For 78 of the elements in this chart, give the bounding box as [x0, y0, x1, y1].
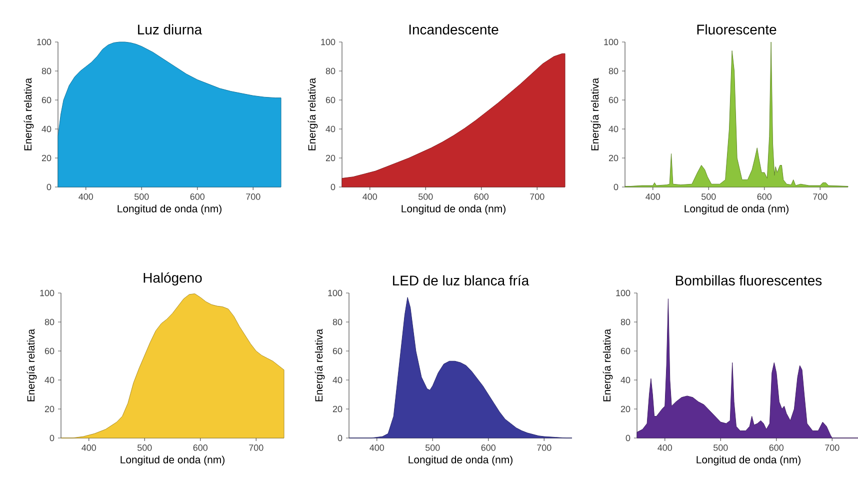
y-tick-label: 100: [40, 290, 54, 296]
x-tick-label: 700: [537, 444, 552, 451]
y-tick-label: 40: [332, 376, 342, 384]
x-tick-label: 700: [813, 194, 828, 200]
y-tick-label: 20: [326, 154, 336, 162]
y-axis-title: Energía relativa: [26, 328, 37, 402]
y-tick-label: 60: [42, 96, 52, 104]
x-tick-label: 400: [78, 194, 94, 200]
y-tick-label: 0: [330, 184, 336, 190]
chart-title: Halógeno: [144, 272, 202, 286]
x-tick-label: 700: [249, 444, 264, 451]
x-tick-label: 600: [190, 194, 205, 200]
y-axis-title: Energía relativa: [590, 78, 601, 150]
x-tick-label: 700: [530, 194, 544, 200]
x-tick-label: 500: [418, 194, 433, 200]
chart-title: LED de luz blanca fría: [393, 275, 530, 286]
y-tick-label: 100: [616, 290, 630, 296]
y-tick-label: 100: [37, 38, 52, 46]
y-tick-label: 80: [326, 68, 336, 74]
chart-title: Luz diurna: [138, 24, 202, 34]
x-tick-label: 600: [481, 444, 496, 451]
y-tick-label: 0: [50, 434, 54, 442]
x-axis-title: Longitud de onda (nm): [402, 204, 506, 214]
y-tick-label: 60: [332, 348, 342, 354]
y-axis-title: Energía relativa: [602, 328, 613, 402]
x-axis-title: Longitud de onda (nm): [408, 456, 512, 466]
y-axis-title: Energía relativa: [314, 328, 325, 402]
x-tick-label: 600: [757, 194, 772, 200]
x-tick-label: 500: [134, 194, 149, 200]
y-tick-label: 60: [608, 96, 618, 104]
y-tick-label: 80: [332, 318, 342, 326]
y-tick-label: 20: [44, 406, 54, 412]
y-tick-label: 20: [608, 154, 618, 162]
x-tick-label: 500: [714, 444, 728, 451]
y-tick-label: 100: [604, 38, 618, 46]
chart-title: Fluorescente: [697, 24, 776, 34]
y-tick-label: 80: [42, 68, 52, 74]
y-tick-label: 60: [44, 348, 54, 354]
chart-title: Incandescente: [409, 24, 498, 34]
y-tick-label: 0: [338, 434, 342, 442]
y-axis-title: Energía relativa: [308, 78, 318, 150]
y-tick-label: 40: [326, 126, 336, 132]
y-tick-label: 80: [608, 68, 618, 74]
x-tick-label: 400: [82, 444, 96, 451]
y-tick-label: 0: [46, 184, 52, 190]
x-axis-title: Longitud de onda (nm): [684, 204, 788, 214]
y-tick-label: 60: [326, 96, 336, 104]
y-tick-label: 0: [626, 434, 630, 442]
x-tick-label: 700: [825, 444, 840, 451]
y-tick-label: 40: [620, 376, 630, 384]
y-tick-label: 80: [620, 318, 630, 326]
y-tick-label: 100: [321, 38, 336, 46]
x-tick-label: 600: [193, 444, 208, 451]
chart-title: Bombillas fluorescentes: [676, 275, 822, 286]
y-tick-label: 100: [328, 290, 342, 296]
x-axis-title: Longitud de onda (nm): [696, 456, 800, 466]
y-tick-label: 40: [44, 376, 54, 384]
x-tick-label: 400: [658, 444, 672, 451]
y-tick-label: 0: [614, 184, 618, 190]
y-tick-label: 20: [620, 406, 630, 412]
x-tick-label: 600: [474, 194, 489, 200]
y-tick-label: 40: [608, 126, 618, 132]
y-tick-label: 60: [620, 348, 630, 354]
x-tick-label: 500: [138, 444, 152, 451]
x-tick-label: 500: [426, 444, 440, 451]
x-axis-title: Longitud de onda (nm): [120, 456, 224, 466]
x-tick-label: 400: [646, 194, 660, 200]
x-axis-title: Longitud de onda (nm): [118, 204, 222, 214]
x-tick-label: 500: [702, 194, 716, 200]
y-axis-title: Energía relativa: [24, 78, 34, 150]
x-tick-label: 700: [246, 194, 260, 200]
y-tick-label: 40: [42, 126, 52, 132]
y-tick-label: 20: [332, 406, 342, 412]
y-tick-label: 20: [42, 154, 52, 162]
x-tick-label: 400: [362, 194, 378, 200]
y-tick-label: 80: [44, 318, 54, 326]
x-tick-label: 400: [370, 444, 384, 451]
x-tick-label: 600: [769, 444, 784, 451]
